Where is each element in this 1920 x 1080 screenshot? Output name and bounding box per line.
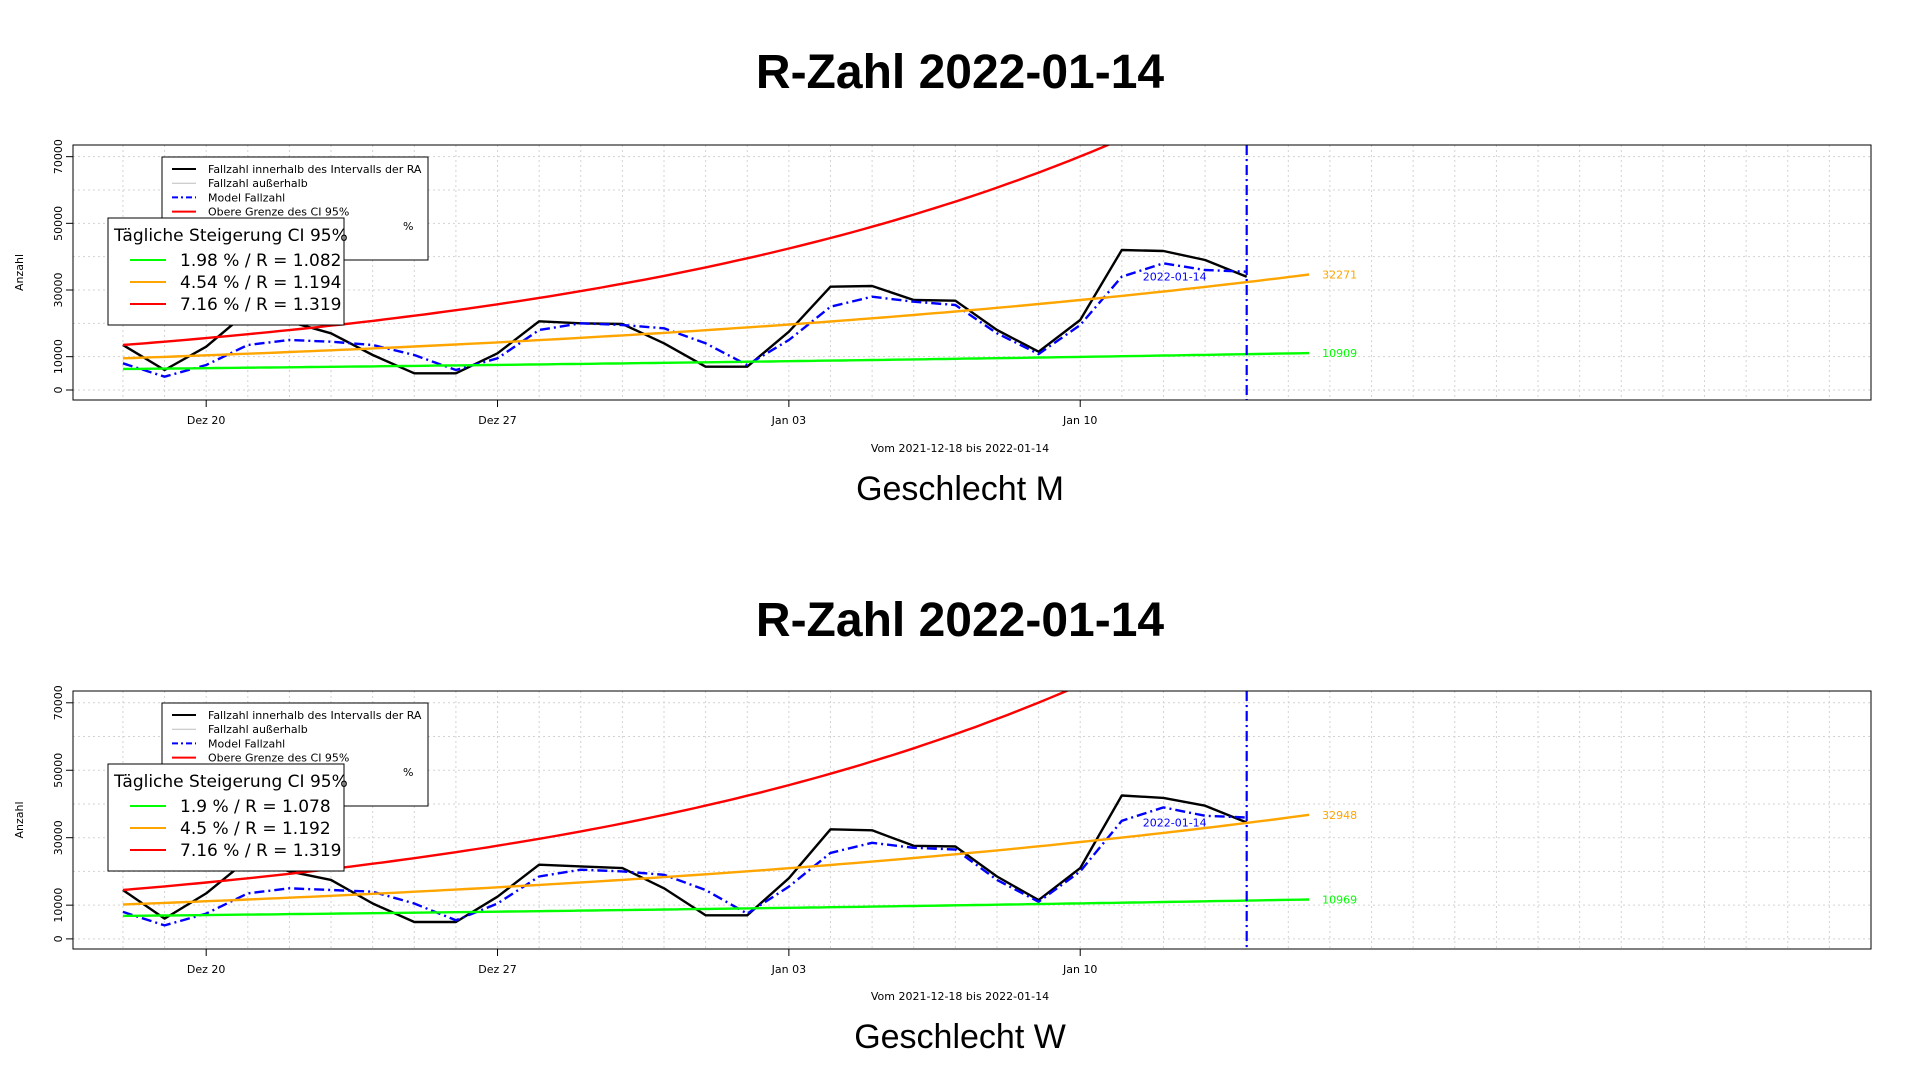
- x-tick-label: Jan 10: [1062, 414, 1097, 427]
- legend-ci-label: 1.9 % / R = 1.078: [180, 797, 331, 817]
- y-tick-label: 10000: [52, 888, 65, 923]
- chart-title: R-Zahl 2022-01-14: [756, 46, 1164, 99]
- x-tick-label: Jan 03: [771, 963, 806, 976]
- y-axis-label: Anzahl: [13, 801, 26, 838]
- legend-ci-box: [107, 217, 345, 326]
- chart-1: R-Zahl 2022-01-14 Geschlecht W 0 10000 30000…: [13, 594, 1872, 1056]
- legend-ci-label: 7.16 % / R = 1.319: [180, 295, 341, 315]
- y-tick-label: 50000: [52, 206, 65, 241]
- series-end-label: 32948: [1322, 809, 1357, 822]
- legend-ci: Tägliche Steigerung CI 95% 1.9 % / R = 1.…: [107, 763, 348, 872]
- series-end-label: 32271: [1322, 269, 1357, 282]
- y-tick-label: 70000: [52, 685, 65, 720]
- x-tick-label: Jan 03: [771, 414, 806, 427]
- x-axis-label: Vom 2021-12-18 bis 2022-01-14: [871, 990, 1049, 1003]
- legend-entry-label: Model Fallzahl: [208, 191, 285, 204]
- series-line-2: [122, 145, 1111, 347]
- y-tick-label: 10000: [52, 339, 65, 374]
- y-tick-label: 0: [52, 935, 65, 942]
- series-end-label: 10909: [1322, 347, 1357, 360]
- legend-entry-label: Fallzahl innerhalb des Intervalls der RA: [208, 709, 422, 722]
- series-line-3: [122, 273, 1310, 360]
- x-tick-label: Dez 20: [187, 414, 226, 427]
- x-tick-label: Dez 20: [187, 963, 226, 976]
- series-group: [122, 691, 1310, 927]
- legend-ci-label: 4.54 % / R = 1.194: [180, 273, 341, 293]
- series-line-1: [122, 262, 1247, 378]
- series-line-4: [122, 351, 1310, 371]
- y-tick-label: 50000: [52, 753, 65, 788]
- x-axis-label: Vom 2021-12-18 bis 2022-01-14: [871, 442, 1049, 455]
- legend-ci-label: 4.5 % / R = 1.192: [180, 819, 331, 839]
- series-line-3: [122, 813, 1310, 906]
- plot-frame: [72, 690, 1872, 950]
- y-tick-label: 30000: [52, 820, 65, 855]
- legend-ci: Tägliche Steigerung CI 95% 1.98 % / R = 1…: [107, 217, 348, 326]
- legend-entry-label: Obere Grenze des CI 95%: [208, 752, 349, 765]
- y-tick-label: 30000: [52, 273, 65, 308]
- date-marker-label: 2022-01-14: [1143, 817, 1207, 830]
- series-end-label: 10969: [1322, 893, 1357, 906]
- chart-subtitle: Geschlecht M: [856, 470, 1064, 508]
- x-tick-label: Dez 27: [478, 963, 517, 976]
- date-marker-label: 2022-01-14: [1143, 271, 1207, 284]
- legend-ci-box: [107, 763, 345, 872]
- legend-ci-label: 7.16 % / R = 1.319: [180, 841, 341, 861]
- legend-entry-label: %: [403, 766, 413, 779]
- legend-ci-title: Tägliche Steigerung CI 95%: [113, 226, 348, 246]
- legend-entry-label: Fallzahl außerhalb: [208, 723, 308, 736]
- legend-entry-label: Model Fallzahl: [208, 737, 285, 750]
- y-tick-label: 70000: [52, 139, 65, 174]
- x-tick-label: Dez 27: [478, 414, 517, 427]
- y-tick-label: 0: [52, 387, 65, 394]
- legend-entry-label: Fallzahl außerhalb: [208, 177, 308, 190]
- legend-ci-label: 1.98 % / R = 1.082: [180, 251, 341, 271]
- y-axis-label: Anzahl: [13, 254, 26, 291]
- series-line-4: [122, 898, 1310, 918]
- x-tick-label: Jan 10: [1062, 963, 1097, 976]
- legend-ci-title: Tägliche Steigerung CI 95%: [113, 772, 348, 792]
- chart-title: R-Zahl 2022-01-14: [756, 594, 1164, 647]
- plot-frame: [72, 144, 1872, 401]
- legend-entry-label: Fallzahl innerhalb des Intervalls der RA: [208, 163, 422, 176]
- chart-0: R-Zahl 2022-01-14 Geschlecht M 0 10000 30000…: [13, 46, 1872, 508]
- legend-entry-label: %: [403, 220, 413, 233]
- series-line-0: [122, 794, 1248, 924]
- series-line-2: [122, 691, 1070, 892]
- legend-entry-label: Obere Grenze des CI 95%: [208, 206, 349, 219]
- chart-subtitle: Geschlecht W: [854, 1018, 1066, 1056]
- series-group: [122, 145, 1310, 378]
- series-line-1: [122, 806, 1247, 927]
